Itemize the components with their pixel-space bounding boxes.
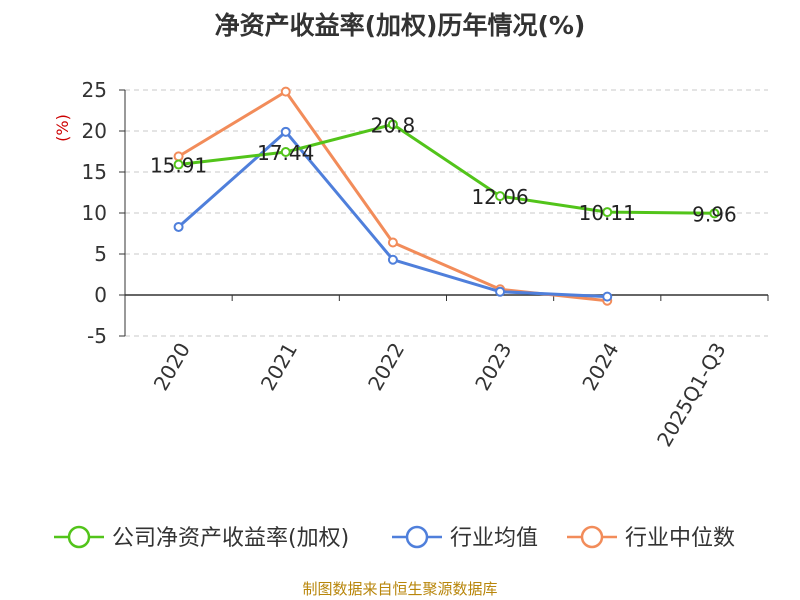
data-label: 17.44 [257,141,314,165]
series-point [173,221,184,232]
x-tick-label: 2021 [256,339,302,395]
y-tick-label: 15 [82,160,107,184]
y-tick-label: 0 [94,283,107,307]
axes: -5 0 5 10 15 20 25 2020 2021 2022 2023 2024 2025Q1-Q… [82,78,769,451]
data-label: 10.11 [579,201,636,225]
legend-label: 公司净资产收益率(加权) [112,526,349,551]
series-point [495,191,506,202]
series-point [709,208,720,219]
legend-marker [405,525,429,549]
y-tick-label: 5 [94,242,107,266]
series-line [178,122,715,215]
y-axis-label: (%) [53,114,72,142]
y-tick-label: 20 [82,119,107,143]
data-labels: 15.91 17.44 20.8 12.06 10.11 9.96 [150,113,737,226]
y-tick-label: 25 [82,78,107,102]
y-tick-label: -5 [87,324,107,348]
legend-marker [580,525,604,549]
series-point [280,86,291,97]
series-point [387,254,398,265]
legend-label: 行业中位数 [625,526,735,551]
legend: 公司净资产收益率(加权) 行业均值 行业中位数 [54,525,735,551]
series-point [280,146,291,157]
series-point [602,207,613,218]
data-label: 20.8 [371,113,416,137]
legend-marker [67,525,91,549]
series-point [602,291,613,302]
source-note: 制图数据来自恒生聚源数据库 [302,580,497,598]
data-label: 15.91 [150,154,207,178]
x-tick-label: 2024 [577,339,623,395]
series-point [495,286,506,297]
series-point [387,119,398,130]
x-tick-label: 2023 [470,339,516,395]
x-tick-label: 2022 [363,339,409,395]
x-tick-label: 2020 [149,339,195,395]
data-label: 12.06 [471,185,528,209]
series-point [173,159,184,170]
series-layer [173,86,720,306]
y-tick-label: 10 [82,201,107,225]
x-tick-label: 2025Q1-Q3 [652,339,731,451]
legend-label: 行业均值 [450,526,538,551]
series-point [387,237,398,248]
series-point [280,126,291,137]
chart-title: 净资产收益率(加权)历年情况(%) [215,11,586,40]
data-label: 9.96 [692,202,737,226]
